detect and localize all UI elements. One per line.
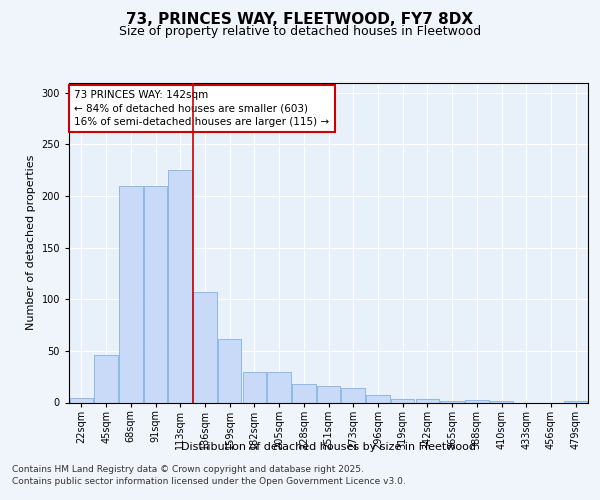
Text: Contains public sector information licensed under the Open Government Licence v3: Contains public sector information licen… xyxy=(12,477,406,486)
Text: Contains HM Land Registry data © Crown copyright and database right 2025.: Contains HM Land Registry data © Crown c… xyxy=(12,465,364,474)
Y-axis label: Number of detached properties: Number of detached properties xyxy=(26,155,36,330)
Bar xyxy=(218,338,241,402)
Text: 73 PRINCES WAY: 142sqm
← 84% of detached houses are smaller (603)
16% of semi-de: 73 PRINCES WAY: 142sqm ← 84% of detached… xyxy=(74,90,329,127)
Bar xyxy=(292,384,316,402)
Text: Distribution of detached houses by size in Fleetwood: Distribution of detached houses by size … xyxy=(181,442,476,452)
Bar xyxy=(193,292,217,403)
Text: Size of property relative to detached houses in Fleetwood: Size of property relative to detached ho… xyxy=(119,25,481,38)
Bar xyxy=(366,396,389,402)
Text: 73, PRINCES WAY, FLEETWOOD, FY7 8DX: 73, PRINCES WAY, FLEETWOOD, FY7 8DX xyxy=(127,12,473,28)
Bar xyxy=(317,386,340,402)
Bar xyxy=(70,398,93,402)
Bar xyxy=(144,186,167,402)
Bar xyxy=(242,372,266,402)
Bar xyxy=(268,372,291,402)
Bar xyxy=(169,170,192,402)
Bar xyxy=(465,400,488,402)
Bar xyxy=(391,400,415,402)
Bar xyxy=(341,388,365,402)
Bar xyxy=(94,355,118,403)
Bar xyxy=(416,400,439,402)
Bar xyxy=(119,186,143,402)
